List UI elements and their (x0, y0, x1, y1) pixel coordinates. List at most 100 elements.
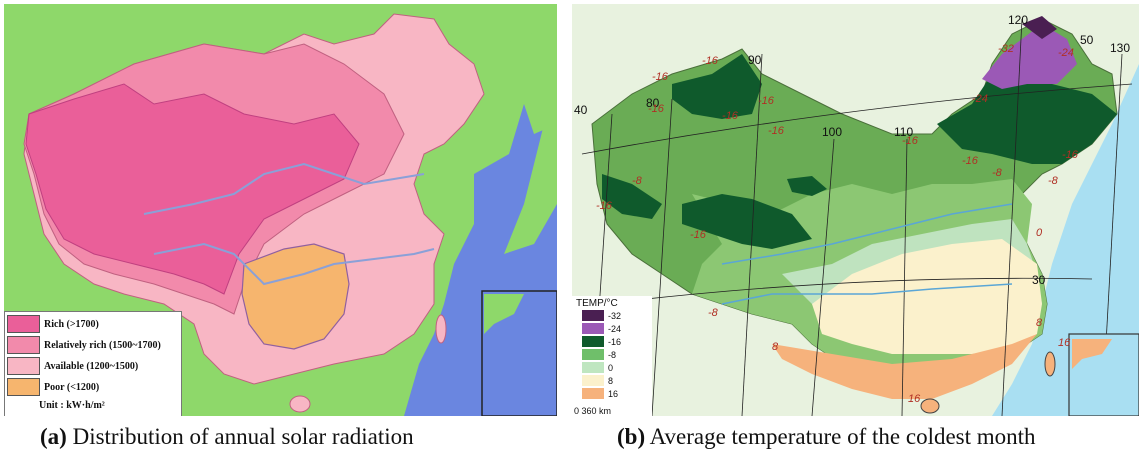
legend-swatch (582, 310, 604, 321)
caption-b-prefix: (b) (617, 424, 646, 449)
meridian-label-100: 100 (822, 125, 842, 139)
legend-item: -16 (582, 336, 621, 347)
caption-a: (a) Distribution of annual solar radiati… (40, 424, 414, 450)
meridian-label-120: 120 (1008, 13, 1028, 27)
legend-swatch (7, 336, 40, 354)
isotherm-label: -8 (632, 175, 643, 187)
inset-land (1072, 339, 1112, 369)
legend-label: Relatively rich (1500~1700) (44, 339, 161, 351)
temperature-map-svg: 40 80 90 100 110 120 130 50 30 -16 -16 -… (572, 4, 1139, 416)
legend-label: -32 (608, 310, 622, 321)
taiwan-island (435, 314, 447, 344)
legend-swatch (582, 349, 604, 360)
dark-zone-northeast (937, 74, 1117, 164)
legend-item: -8 (582, 349, 616, 360)
isotherm-label: 16 (1058, 337, 1071, 349)
japan-land (504, 114, 557, 254)
meridian-label-40: 40 (574, 103, 588, 117)
legend-swatch (582, 362, 604, 373)
legend-title: TEMP/°C (576, 298, 618, 309)
parallel-30 (601, 277, 1093, 305)
yellow-river (143, 162, 425, 215)
parallel-50 (581, 83, 1133, 155)
isotherm-label: -16 (648, 103, 665, 115)
dark-zone-small (787, 176, 827, 196)
yangtze-river (153, 242, 435, 286)
caption-a-prefix: (a) (40, 424, 67, 449)
isotherm-label: -16 (722, 110, 739, 122)
legend-swatch (582, 388, 604, 399)
taiwan-island (1044, 351, 1056, 377)
isotherm-label: -8 (992, 167, 1003, 179)
isotherm-label: -16 (596, 200, 613, 212)
legend-swatch (7, 357, 40, 375)
isotherm-label: 8 (1036, 317, 1043, 329)
isotherm-label: -16 (1062, 149, 1079, 161)
inset-land (484, 294, 524, 334)
parallel-label-50: 50 (1080, 33, 1094, 47)
isotherm-label: -32 (998, 43, 1014, 55)
meridian-label-80: 80 (646, 96, 660, 110)
legend-item: 0 (582, 362, 613, 373)
hainan-island (289, 395, 311, 413)
legend-unit: Unit : kW·h/m² (39, 400, 105, 411)
hainan-island (920, 398, 940, 414)
legend-swatch (582, 336, 604, 347)
legend-swatch (582, 375, 604, 386)
korea-land (504, 24, 557, 134)
legend-label: Available (1200~1500) (44, 360, 139, 372)
purple-zone (982, 24, 1077, 89)
legend-label: -8 (608, 349, 617, 360)
isotherm-label: 16 (908, 393, 921, 405)
dark-zone-altai (672, 54, 762, 119)
legend-item-poor: Poor (<1200) (7, 378, 99, 396)
legend-label: 16 (608, 388, 619, 399)
legend-item-relatively-rich: Relatively rich (1500~1700) (7, 336, 161, 354)
legend-label: -24 (608, 323, 622, 334)
isotherm-label: -16 (702, 55, 719, 67)
isotherm-label: -16 (690, 229, 707, 241)
legend-label: Poor (<1200) (44, 381, 100, 393)
legend-item-rich: Rich (>1700) (7, 315, 99, 333)
scale-bar-label: 0 360 km (574, 406, 612, 416)
legend-item: 16 (582, 388, 618, 399)
caption-a-text: Distribution of annual solar radiation (66, 424, 414, 449)
solar-legend: Rich (>1700) Relatively rich (1500~1700)… (4, 311, 182, 416)
isotherm-label: -16 (652, 71, 669, 83)
zone-8 (812, 239, 1042, 354)
legend-swatch (7, 378, 40, 396)
dark-purple-zone (1022, 16, 1057, 39)
legend-swatch (582, 323, 604, 334)
caption-b: (b) Average temperature of the coldest m… (617, 424, 1036, 450)
dark-zone-qinghai (682, 194, 812, 249)
solar-radiation-map: Rich (>1700) Relatively rich (1500~1700)… (4, 4, 557, 416)
isotherm-label: -16 (768, 125, 785, 137)
isotherm-label: -16 (962, 155, 979, 167)
meridian-110 (901, 138, 908, 416)
meridian-90 (741, 53, 763, 416)
legend-label: 8 (608, 375, 614, 386)
legend-label: 0 (608, 362, 614, 373)
river-north (721, 203, 1013, 265)
temperature-legend: TEMP/°C -32 -24 -16 -8 0 8 16 0 360 km (572, 296, 652, 416)
caption-b-text: Average temperature of the coldest month (645, 424, 1036, 449)
isotherm-label: 8 (772, 341, 779, 353)
isotherm-label: -24 (972, 93, 988, 105)
parallel-label-30: 30 (1032, 273, 1046, 287)
coldest-month-temperature-map: 40 80 90 100 110 120 130 50 30 -16 -16 -… (572, 4, 1139, 416)
region-poor (241, 243, 350, 350)
meridian-label-130: 130 (1110, 41, 1130, 55)
meridian-100 (811, 138, 835, 416)
isotherm-label: -8 (708, 307, 719, 319)
legend-item-available: Available (1200~1500) (7, 357, 138, 375)
meridian-120 (1001, 18, 1023, 416)
dark-zone-west (602, 174, 662, 219)
zone-16 (772, 334, 1037, 399)
isotherm-label: -24 (1058, 47, 1074, 59)
legend-swatch (7, 315, 40, 333)
isotherm-label: -16 (902, 135, 919, 147)
meridian-80 (651, 98, 673, 416)
river-south (721, 283, 1013, 305)
isotherm-label: -8 (1048, 175, 1059, 187)
legend-label: -16 (608, 336, 622, 347)
